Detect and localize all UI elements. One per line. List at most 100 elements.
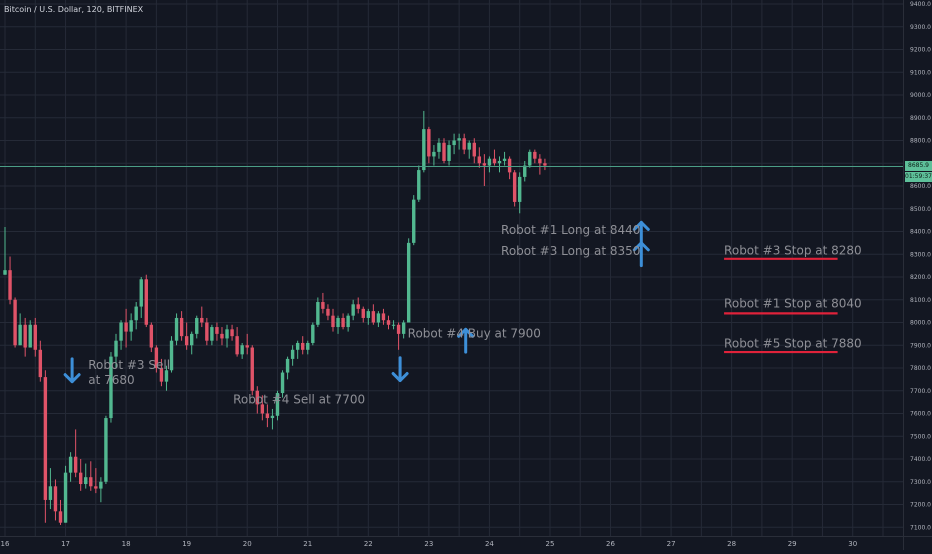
x-tick-label: 19	[182, 540, 191, 548]
candle-body	[225, 329, 229, 339]
x-tick-label: 24	[485, 540, 494, 548]
y-tick-label: 7700.0	[910, 388, 931, 395]
candle-body	[326, 308, 330, 316]
candle-body	[371, 311, 376, 323]
candle-body	[280, 372, 285, 394]
candle-body	[230, 329, 234, 337]
annotation-label: Robot #3 Sell	[88, 358, 170, 372]
candle-body	[265, 413, 270, 419]
candle-body	[301, 342, 305, 350]
y-tick-label: 9300.0	[910, 24, 931, 31]
candle-body	[43, 377, 48, 500]
arrow-head-down	[63, 373, 81, 384]
candle-body	[215, 327, 219, 334]
candle-body	[94, 486, 98, 489]
annotation-label: Robot #1 Long at 8440	[501, 223, 640, 237]
y-tick-label: 8500.0	[910, 206, 931, 213]
candle-body	[245, 345, 249, 348]
candle-body	[401, 322, 406, 334]
candle-body	[366, 311, 371, 318]
candle-body	[422, 129, 426, 171]
candle-body	[89, 477, 93, 487]
candle-body	[512, 172, 517, 202]
candle-body	[144, 279, 148, 325]
candle-body	[129, 320, 133, 332]
candle-body	[255, 390, 259, 405]
candle-body	[270, 415, 275, 419]
candle-body	[517, 176, 522, 202]
candle-body	[336, 317, 340, 328]
candle-body	[63, 472, 68, 523]
y-tick-label: 7900.0	[910, 342, 931, 349]
candle-body	[260, 404, 265, 414]
candle-body	[68, 456, 73, 473]
y-tick-label: 7500.0	[910, 433, 931, 440]
candle-body	[73, 456, 78, 473]
candle-body	[134, 306, 138, 321]
candle-body	[467, 142, 471, 150]
candle-body	[220, 333, 224, 339]
annotation-label: Robot #5 Stop at 7880	[724, 337, 862, 351]
candle-body	[295, 342, 300, 350]
y-tick-label: 7300.0	[910, 479, 931, 486]
candle-body	[381, 313, 386, 321]
candle-body	[58, 511, 63, 523]
candle-body	[432, 151, 436, 157]
candle-body	[316, 302, 320, 325]
candle-body	[361, 308, 365, 318]
arrow-head-up	[632, 241, 650, 252]
x-tick-label: 16	[1, 540, 10, 548]
candle-body	[290, 349, 295, 359]
y-tick-label: 7200.0	[910, 502, 931, 509]
x-tick-label: 29	[788, 540, 797, 548]
x-tick-label: 27	[667, 540, 676, 548]
candle-body	[149, 324, 154, 348]
x-tick-label: 28	[727, 540, 736, 548]
candle-body	[179, 317, 184, 337]
last-price-badge: 8685.9	[905, 161, 932, 172]
annotation-label: Robot #4 Buy at 7900	[408, 326, 541, 340]
candle-body	[356, 304, 360, 309]
candle-body	[28, 324, 32, 348]
candle-body	[487, 158, 492, 166]
y-tick-label: 8600.0	[910, 183, 931, 190]
candle-body	[78, 472, 83, 485]
candle-body	[169, 340, 174, 371]
candle-body	[507, 158, 512, 173]
bar-countdown-badge: 01:59:37	[905, 172, 932, 183]
candle-body	[240, 345, 244, 355]
x-tick-label: 22	[364, 540, 373, 548]
candle-body	[417, 170, 421, 200]
candle-body	[104, 418, 108, 482]
candle-body	[119, 322, 123, 341]
candle-body	[351, 304, 355, 316]
candle-body	[114, 340, 118, 357]
candle-body	[8, 270, 12, 300]
candle-body	[427, 129, 431, 157]
candle-body	[124, 322, 128, 332]
arrow-head-up	[457, 327, 475, 338]
annotation-label: Robot #3 Long at 8350	[501, 244, 640, 258]
candle-body	[195, 317, 199, 334]
candle-body	[538, 158, 542, 164]
candle-body	[396, 324, 401, 334]
candle-body	[205, 322, 209, 341]
annotation-label: Robot #4 Sell at 7700	[233, 393, 365, 407]
candle-body	[376, 313, 381, 323]
candle-body	[523, 165, 527, 177]
candle-body	[84, 477, 88, 485]
y-tick-label: 9200.0	[910, 47, 931, 54]
annotation-label: Robot #1 Stop at 8040	[724, 297, 862, 311]
candle-body	[492, 158, 497, 164]
x-tick-label: 21	[303, 540, 312, 548]
x-tick-label: 26	[606, 540, 615, 548]
y-tick-label: 8200.0	[910, 274, 931, 281]
plot-area	[0, 0, 903, 536]
candle-body	[457, 138, 461, 141]
candle-body	[482, 163, 487, 166]
candle-body	[13, 299, 17, 346]
candle-body	[18, 324, 22, 346]
x-tick-label: 23	[424, 540, 433, 548]
candle-body	[497, 160, 502, 164]
